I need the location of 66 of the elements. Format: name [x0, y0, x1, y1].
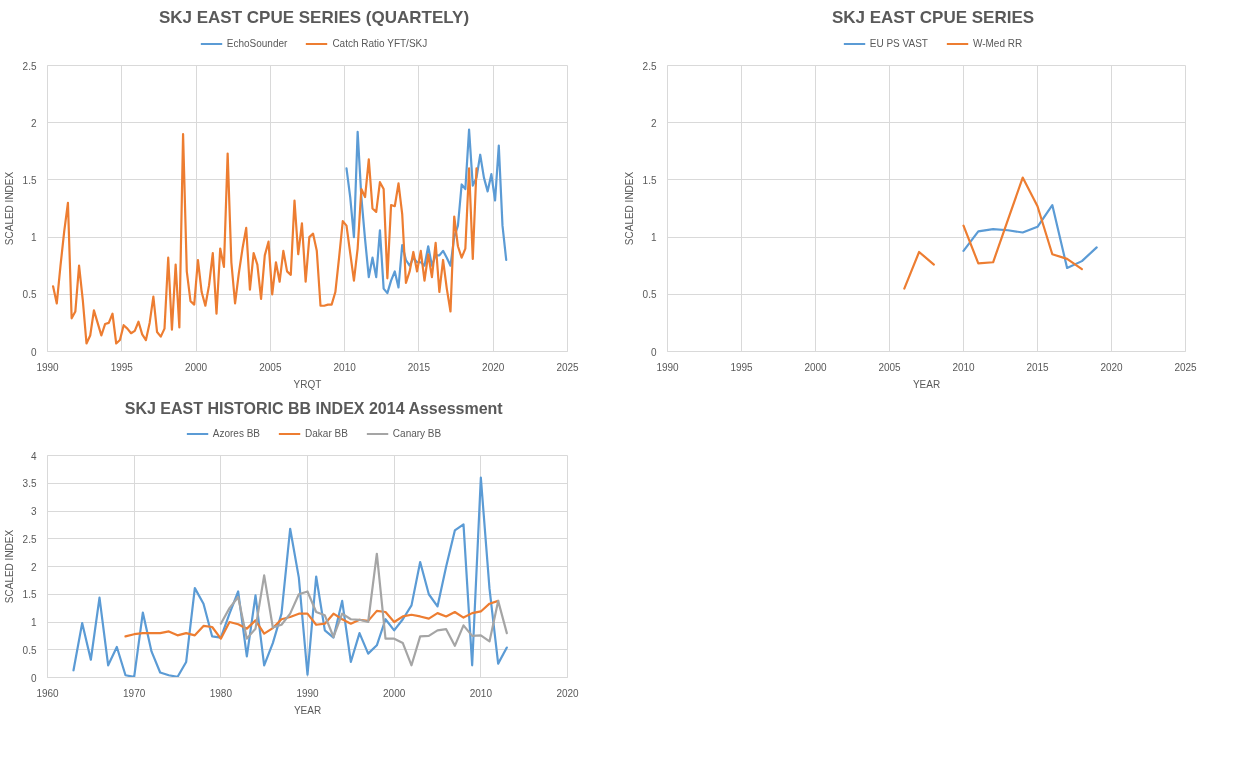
x-tick-label: 2025 — [556, 361, 580, 373]
y-tick-label: 2.5 — [22, 60, 37, 72]
legend-label: EchoSounder — [226, 37, 288, 49]
y-tick-label: 2 — [650, 117, 657, 129]
x-tick-label: 2005 — [259, 361, 282, 373]
chart-title: SKJ EAST CPUE SERIES (QUARTELY) — [158, 7, 470, 27]
y-tick-label: 3 — [30, 506, 37, 517]
legend-label: Dakar BB — [305, 427, 348, 439]
chart-title: SKJ EAST HISTORIC BB INDEX 2014 Assessment — [124, 399, 504, 417]
y-tick-label: 1 — [30, 232, 37, 244]
y-tick-label: 1.5 — [22, 589, 37, 601]
x-tick-label: 2020 — [482, 361, 505, 373]
x-tick-label: 2005 — [878, 361, 902, 373]
line-series — [345, 128, 508, 295]
y-axis-title: SCALED INDEX — [3, 529, 15, 604]
chart-title: SKJ EAST CPUE SERIES — [831, 7, 1035, 27]
x-tick-label: 1960 — [36, 687, 60, 699]
line-series — [51, 133, 478, 345]
y-tick-label: 0 — [650, 346, 657, 358]
y-tick-label: 2 — [30, 117, 37, 129]
x-tick-label: 1995 — [110, 361, 134, 373]
y-tick-label: 2.5 — [22, 533, 37, 545]
y-axis-title: SCALED INDEX — [623, 171, 635, 246]
x-tick-label: 1990 — [656, 361, 680, 373]
line-series — [962, 203, 1098, 270]
y-tick-label: 0.5 — [642, 289, 657, 301]
x-tick-label: 2010 — [952, 361, 976, 373]
y-tick-label: 0 — [30, 672, 37, 684]
y-tick-label: 4 — [30, 450, 37, 462]
x-tick-label: 2000 — [804, 361, 828, 373]
y-tick-label: 3.5 — [22, 478, 37, 490]
x-tick-label: 1980 — [209, 687, 233, 699]
x-tick-label: 2010 — [333, 361, 357, 373]
legend-label: Catch Ratio YFT/SKJ — [332, 37, 428, 49]
y-tick-label: 1 — [650, 232, 657, 244]
y-tick-label: 2.5 — [642, 60, 657, 72]
x-tick-label: 1990 — [296, 687, 320, 699]
y-tick-label: 1.5 — [642, 174, 657, 186]
x-tick-label: 2000 — [184, 361, 208, 373]
line-series — [219, 552, 508, 667]
y-tick-label: 2 — [30, 561, 37, 573]
legend-label: EU PS VAST — [869, 37, 928, 49]
x-tick-label: 1995 — [730, 361, 754, 373]
x-tick-label: 2015 — [407, 361, 431, 373]
legend-label: Azores BB — [212, 427, 261, 439]
legend-label: Canary BB — [392, 427, 442, 439]
x-axis-title: YEAR — [912, 378, 941, 390]
x-tick-label: 2025 — [1174, 361, 1198, 373]
x-tick-label: 2020 — [1100, 361, 1124, 373]
legend-label: W-Med RR — [972, 37, 1023, 49]
x-tick-label: 2000 — [383, 687, 406, 699]
y-tick-label: 0.5 — [22, 289, 37, 301]
x-tick-label: 1970 — [123, 687, 146, 699]
x-axis-title: YEAR — [293, 704, 322, 716]
y-tick-label: 1 — [30, 617, 37, 628]
y-tick-label: 0 — [30, 346, 37, 358]
y-tick-label: 0.5 — [22, 644, 37, 656]
line-series — [72, 476, 508, 678]
y-tick-label: 1.5 — [22, 174, 37, 186]
x-axis-title: YRQT — [293, 378, 322, 390]
x-tick-label: 2020 — [556, 687, 580, 699]
x-tick-label: 2010 — [469, 687, 493, 699]
x-tick-label: 1990 — [36, 361, 60, 373]
line-series — [124, 599, 500, 640]
y-axis-title: SCALED INDEX — [3, 171, 15, 246]
x-tick-label: 2015 — [1026, 361, 1050, 373]
